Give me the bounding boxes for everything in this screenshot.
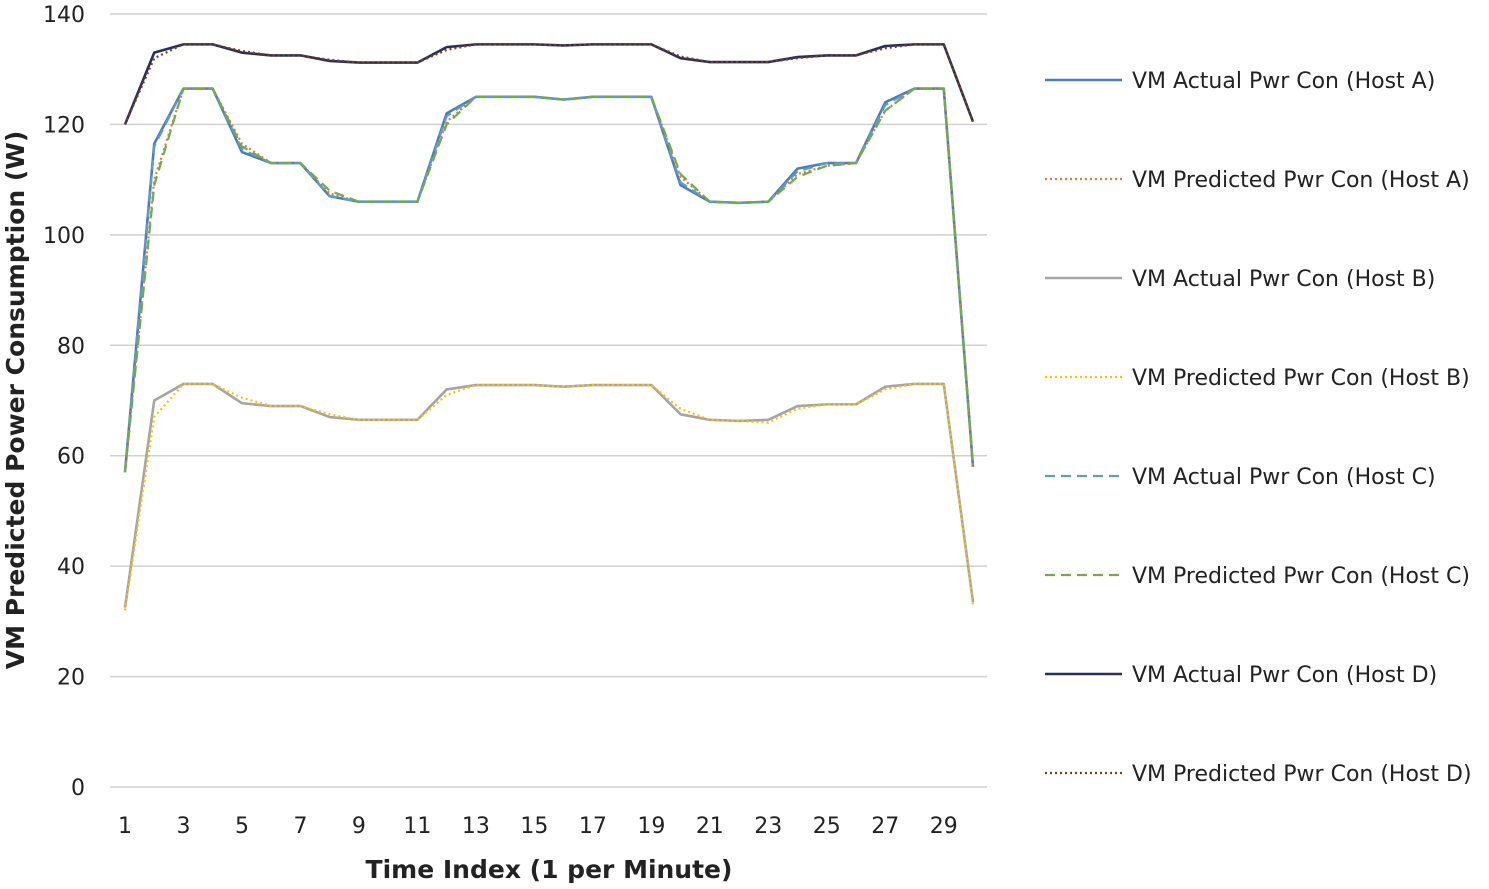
legend-entry: VM Predicted Pwr Con (Host D) bbox=[1045, 762, 1472, 787]
x-tick-label: 3 bbox=[176, 814, 190, 839]
legend-entry: VM Predicted Pwr Con (Host B) bbox=[1045, 366, 1470, 391]
legend-entry: VM Actual Pwr Con (Host A) bbox=[1045, 69, 1435, 94]
x-tick-label: 5 bbox=[235, 814, 249, 839]
legend-label: VM Actual Pwr Con (Host C) bbox=[1132, 465, 1436, 490]
series-line-2 bbox=[123, 87, 975, 473]
x-axis-title: Time Index (1 per Minute) bbox=[366, 855, 733, 884]
legend-entry: VM Predicted Pwr Con (Host A) bbox=[1045, 168, 1470, 193]
legend-entry: VM Predicted Pwr Con (Host C) bbox=[1045, 564, 1470, 589]
x-tick-label: 21 bbox=[696, 814, 724, 839]
x-tick-label: 11 bbox=[403, 814, 431, 839]
x-tick-label: 19 bbox=[637, 814, 665, 839]
series-line-3 bbox=[123, 382, 975, 608]
x-tick-label: 17 bbox=[579, 814, 607, 839]
y-tick-label: 0 bbox=[71, 776, 85, 801]
x-tick-label: 27 bbox=[871, 814, 899, 839]
legend-label: VM Predicted Pwr Con (Host A) bbox=[1132, 168, 1470, 193]
x-tick-label: 13 bbox=[462, 814, 490, 839]
x-tick-label: 1 bbox=[118, 814, 132, 839]
legend-entry: VM Actual Pwr Con (Host C) bbox=[1045, 465, 1436, 490]
series-line-5 bbox=[123, 87, 975, 473]
x-tick-label: 7 bbox=[293, 814, 307, 839]
legend-label: VM Predicted Pwr Con (Host D) bbox=[1132, 762, 1472, 787]
series-line-4 bbox=[123, 382, 975, 611]
legend-entry: VM Actual Pwr Con (Host D) bbox=[1045, 663, 1437, 688]
y-tick-label: 80 bbox=[57, 334, 85, 359]
x-tick-label: 25 bbox=[813, 814, 841, 839]
series-line-6 bbox=[123, 87, 975, 473]
series-line-8 bbox=[123, 43, 975, 125]
y-tick-label: 100 bbox=[43, 224, 85, 249]
y-tick-label: 120 bbox=[43, 113, 85, 138]
y-tick-labels: 0 20 40 60 80 100 120 140 bbox=[43, 3, 85, 801]
x-tick-label: 15 bbox=[520, 814, 548, 839]
series-line-1 bbox=[123, 87, 975, 473]
series-lines bbox=[123, 43, 975, 611]
x-tick-labels: 1 3 5 7 9 11 13 15 17 19 21 23 25 27 29 bbox=[118, 814, 958, 839]
legend: VM Actual Pwr Con (Host A) VM Predicted P… bbox=[1045, 69, 1472, 787]
x-tick-label: 29 bbox=[930, 814, 958, 839]
x-tick-label: 9 bbox=[352, 814, 366, 839]
x-tick-label: 23 bbox=[754, 814, 782, 839]
legend-label: VM Predicted Pwr Con (Host B) bbox=[1132, 366, 1470, 391]
y-tick-label: 140 bbox=[43, 3, 85, 28]
y-tick-label: 20 bbox=[57, 666, 85, 691]
y-tick-label: 60 bbox=[57, 445, 85, 470]
legend-label: VM Actual Pwr Con (Host D) bbox=[1132, 663, 1437, 688]
y-tick-label: 40 bbox=[57, 555, 85, 580]
legend-label: VM Predicted Pwr Con (Host C) bbox=[1132, 564, 1470, 589]
legend-entry: VM Actual Pwr Con (Host B) bbox=[1045, 267, 1435, 292]
legend-label: VM Actual Pwr Con (Host B) bbox=[1132, 267, 1435, 292]
legend-label: VM Actual Pwr Con (Host A) bbox=[1132, 69, 1435, 94]
gridlines bbox=[110, 13, 987, 788]
y-axis-title: VM Predicted Power Consumption (W) bbox=[1, 131, 30, 669]
